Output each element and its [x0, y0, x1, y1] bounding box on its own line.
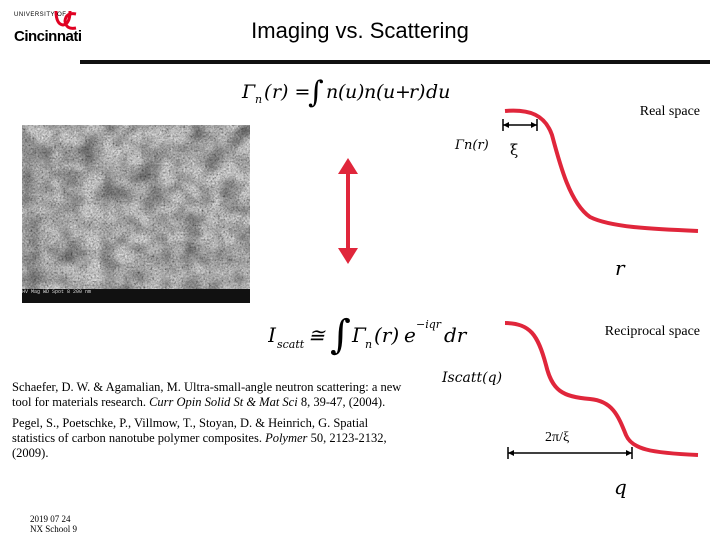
xi-label: ξ [510, 141, 519, 159]
svg-text:(: ( [264, 81, 272, 103]
scattering-intensity-formula: I scatt ≅ ∫ Γ n (r) e −iqr dr [268, 312, 468, 358]
svg-text:u: u [345, 81, 357, 103]
svg-text:≅: ≅ [308, 323, 326, 347]
svg-text:dr: dr [444, 323, 468, 347]
iscatt-axis-label: Iscatt(q) [442, 370, 503, 386]
svg-text:): ) [417, 81, 425, 103]
reference-1-text: Schaefer, D. W. & Agamalian, M. Ultra-sm… [12, 380, 402, 409]
svg-text:scatt: scatt [277, 338, 305, 351]
reference-2-text: Pegel, S., Poetschke, P., Villmow, T., S… [12, 416, 369, 445]
svg-text:(: ( [376, 81, 384, 103]
reference-1-journal: Curr Opin Solid St & Mat Sci [149, 395, 298, 409]
two-pi-over-xi-bracket-arrow-icon [507, 447, 633, 459]
svg-text:∫: ∫ [308, 75, 324, 110]
reference-2-journal: Polymer [265, 431, 308, 445]
title-divider [80, 60, 710, 64]
svg-text:Γ: Γ [241, 81, 256, 103]
real-space-label: Real space [639, 104, 700, 119]
svg-text:r: r [272, 81, 283, 103]
reference-2-details: 50, 2123-2132, (2009). [12, 431, 387, 460]
reference-2: Pegel, S., Poetschke, P., Villmow, T., S… [12, 416, 412, 461]
reference-1: Schaefer, D. W. & Agamalian, M. Ultra-sm… [12, 380, 412, 410]
svg-text:): ) [356, 81, 364, 103]
logo-university-text: UNIVERSITY OF [14, 12, 67, 18]
reference-1-details: 8, 39-47, (2004). [300, 395, 386, 409]
sem-texture [22, 125, 250, 303]
svg-text:(: ( [338, 81, 346, 103]
slide-footer: 2019 07 24 NX School 9 [30, 514, 77, 534]
svg-text:+: + [395, 81, 411, 103]
svg-text:u: u [383, 81, 395, 103]
svg-text:−iqr: −iqr [416, 318, 442, 331]
gamma-axis-label: Γn(r) [455, 138, 489, 153]
svg-text:I: I [268, 323, 277, 347]
svg-text:du: du [426, 81, 450, 103]
footer-date: 2019 07 24 [30, 514, 71, 524]
reciprocal-space-label: Reciprocal space [604, 324, 700, 339]
correlation-function-formula: Γ n ( r ) = ∫ n ( u ) n ( u + r ) du [241, 75, 450, 110]
real-space-plot: Real space [500, 95, 708, 245]
logo-cincinnati-text: Cincinnati [14, 28, 82, 45]
footer-event: NX School 9 [30, 524, 77, 534]
slide-title: Imaging vs. Scattering [251, 18, 469, 43]
xi-bracket-arrow-icon [502, 119, 538, 131]
svg-text:∫: ∫ [330, 312, 351, 358]
uc-logo-mark-icon [54, 10, 77, 30]
svg-text:n: n [255, 93, 262, 106]
svg-text:n: n [364, 81, 376, 103]
two-pi-over-xi-label: 2π/ξ [545, 430, 570, 445]
references-list: Schaefer, D. W. & Agamalian, M. Ultra-sm… [12, 380, 412, 461]
real-space-curve [504, 108, 699, 233]
svg-text:e: e [404, 323, 416, 347]
double-arrow-icon [338, 158, 358, 264]
sem-micrograph-image: HV Mag WD Spot 8 200 nm [22, 125, 250, 303]
r-axis-label: r [615, 256, 625, 280]
svg-text:Γ: Γ [351, 323, 367, 347]
sem-info-bar: HV Mag WD Spot 8 200 nm [22, 289, 250, 303]
svg-text:r: r [409, 81, 420, 103]
reciprocal-space-plot: Reciprocal space [500, 315, 708, 465]
svg-text:(r): (r) [374, 323, 399, 347]
university-logo: UNIVERSITY OF Cincinnati [14, 8, 84, 48]
svg-text:) =: ) = [280, 81, 310, 103]
q-axis-label: q [614, 475, 627, 499]
svg-text:n: n [326, 81, 338, 103]
svg-text:n: n [365, 338, 372, 351]
reciprocal-space-curve [504, 321, 699, 457]
